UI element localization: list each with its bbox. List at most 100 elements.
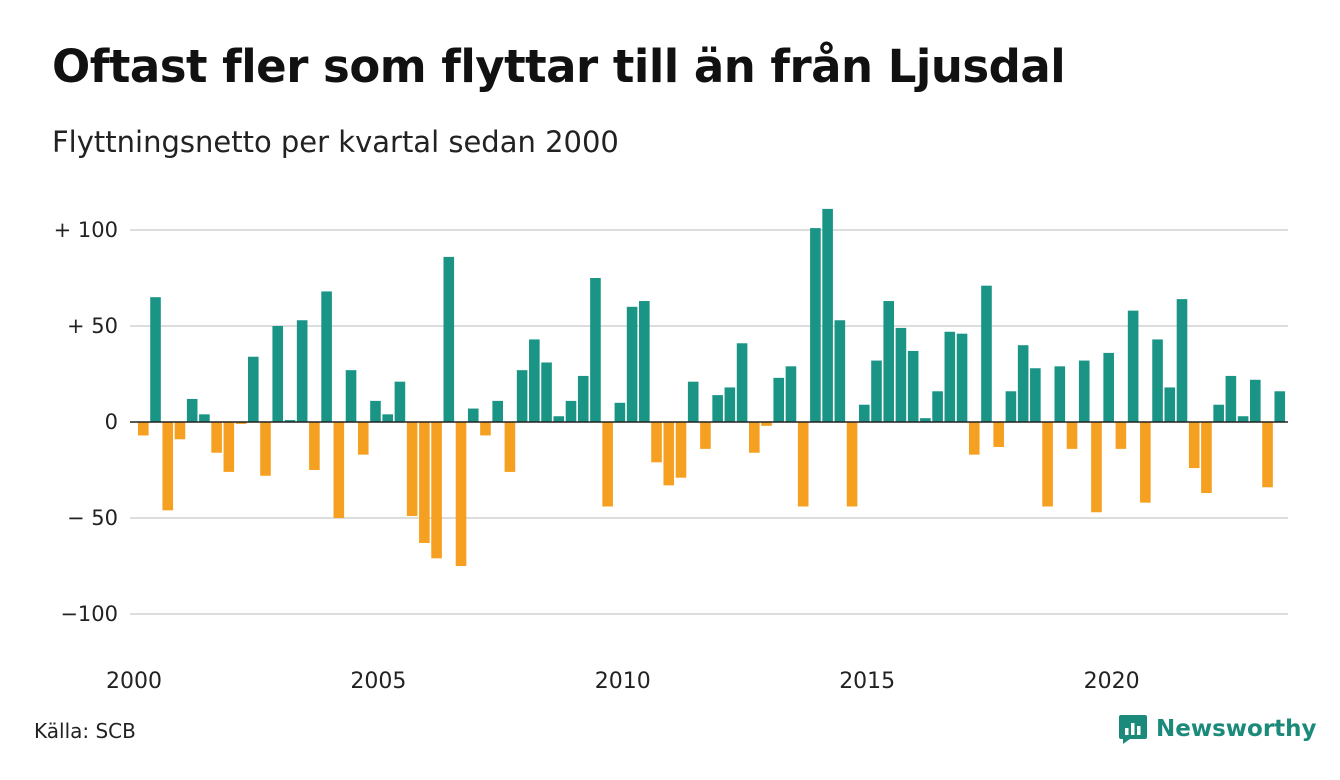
bar bbox=[749, 422, 760, 453]
bar bbox=[138, 422, 149, 436]
bar bbox=[199, 414, 210, 422]
y-axis-tick-labels: + 100 + 50 0 − 50 −100 bbox=[54, 218, 118, 626]
bar bbox=[1091, 422, 1102, 513]
bar bbox=[883, 301, 895, 422]
bar bbox=[981, 285, 992, 422]
bar bbox=[272, 326, 284, 422]
bar bbox=[663, 422, 675, 486]
bar bbox=[1274, 391, 1286, 422]
bar bbox=[1066, 422, 1078, 449]
bar bbox=[614, 402, 626, 422]
bar bbox=[639, 301, 650, 422]
bar bbox=[467, 408, 479, 422]
bar bbox=[956, 333, 968, 422]
bar bbox=[370, 400, 381, 422]
bar bbox=[785, 366, 797, 422]
bar bbox=[1103, 352, 1114, 422]
x-tick-label: 2000 bbox=[106, 669, 162, 694]
bar bbox=[651, 422, 662, 463]
bar bbox=[394, 381, 406, 422]
x-axis-tick-labels: 2000 2005 2010 2015 2020 bbox=[106, 669, 1140, 694]
bar bbox=[284, 420, 296, 422]
bar bbox=[907, 350, 919, 422]
bar bbox=[1176, 299, 1188, 422]
bar bbox=[858, 404, 870, 422]
y-tick-label: − 50 bbox=[67, 506, 118, 530]
y-tick-label: + 100 bbox=[54, 218, 118, 242]
bar bbox=[406, 422, 418, 517]
bar bbox=[541, 362, 552, 422]
bar bbox=[223, 422, 235, 472]
bar bbox=[1164, 387, 1176, 422]
bar bbox=[443, 256, 455, 422]
newsworthy-logo-icon bbox=[1119, 715, 1147, 744]
bar bbox=[1127, 310, 1139, 422]
bar bbox=[590, 278, 601, 422]
bar bbox=[150, 297, 161, 422]
bar bbox=[345, 370, 357, 422]
bar bbox=[1017, 345, 1029, 422]
bar bbox=[1250, 379, 1261, 422]
bar bbox=[455, 422, 467, 566]
bar bbox=[260, 422, 271, 476]
bar bbox=[174, 422, 186, 440]
bar bbox=[309, 422, 320, 470]
bar bbox=[846, 422, 858, 507]
bar bbox=[822, 208, 833, 422]
bar-chart: + 100 + 50 0 − 50 −100 2000 2005 2010 2015 2020 bbox=[54, 208, 1288, 694]
y-tick-label: + 50 bbox=[67, 314, 118, 338]
y-tick-label: −100 bbox=[60, 602, 118, 626]
bar bbox=[700, 422, 711, 449]
bar bbox=[357, 422, 369, 455]
bar bbox=[553, 416, 565, 422]
bar bbox=[1078, 360, 1090, 422]
bar bbox=[1188, 422, 1200, 469]
bar bbox=[687, 381, 699, 422]
x-tick-label: 2020 bbox=[1084, 669, 1140, 694]
bar bbox=[1030, 368, 1041, 422]
bars bbox=[138, 208, 1286, 566]
grid-lines bbox=[130, 229, 1288, 615]
bar bbox=[626, 306, 638, 422]
bar bbox=[382, 414, 393, 422]
bar bbox=[235, 422, 247, 424]
bar bbox=[1042, 422, 1053, 507]
x-tick-label: 2010 bbox=[595, 669, 651, 694]
bar bbox=[1140, 422, 1151, 503]
x-tick-label: 2015 bbox=[839, 669, 895, 694]
bar bbox=[321, 291, 332, 422]
bar bbox=[162, 422, 174, 511]
bar bbox=[296, 320, 308, 422]
bar bbox=[871, 360, 882, 422]
bar bbox=[1152, 339, 1163, 422]
chart-subtitle: Flyttningsnetto per kvartal sedan 2000 bbox=[52, 125, 619, 159]
bar bbox=[944, 331, 956, 422]
bar bbox=[920, 418, 931, 422]
brand-logo[interactable]: Newsworthy bbox=[1118, 713, 1317, 745]
bar bbox=[712, 395, 723, 422]
bar bbox=[1115, 422, 1127, 449]
y-tick-label: 0 bbox=[105, 410, 118, 434]
chart-title: Oftast fler som flyttar till än från Lju… bbox=[52, 40, 1066, 93]
bar bbox=[1237, 416, 1249, 422]
bar bbox=[1005, 391, 1017, 422]
source-note: Källa: SCB bbox=[34, 719, 136, 743]
bar bbox=[1225, 375, 1237, 422]
bar bbox=[724, 387, 736, 422]
bar bbox=[565, 400, 577, 422]
bar bbox=[431, 422, 442, 559]
bar bbox=[773, 377, 785, 422]
bar bbox=[797, 422, 809, 507]
bar bbox=[504, 422, 516, 472]
bar bbox=[895, 327, 907, 422]
bar bbox=[736, 343, 748, 422]
bar bbox=[1201, 422, 1212, 494]
bar bbox=[480, 422, 491, 436]
bar bbox=[577, 375, 589, 422]
bar bbox=[810, 228, 821, 422]
bar bbox=[932, 391, 943, 422]
x-tick-label: 2005 bbox=[350, 669, 406, 694]
bar bbox=[675, 422, 687, 478]
bar bbox=[333, 422, 345, 518]
bar bbox=[968, 422, 980, 455]
